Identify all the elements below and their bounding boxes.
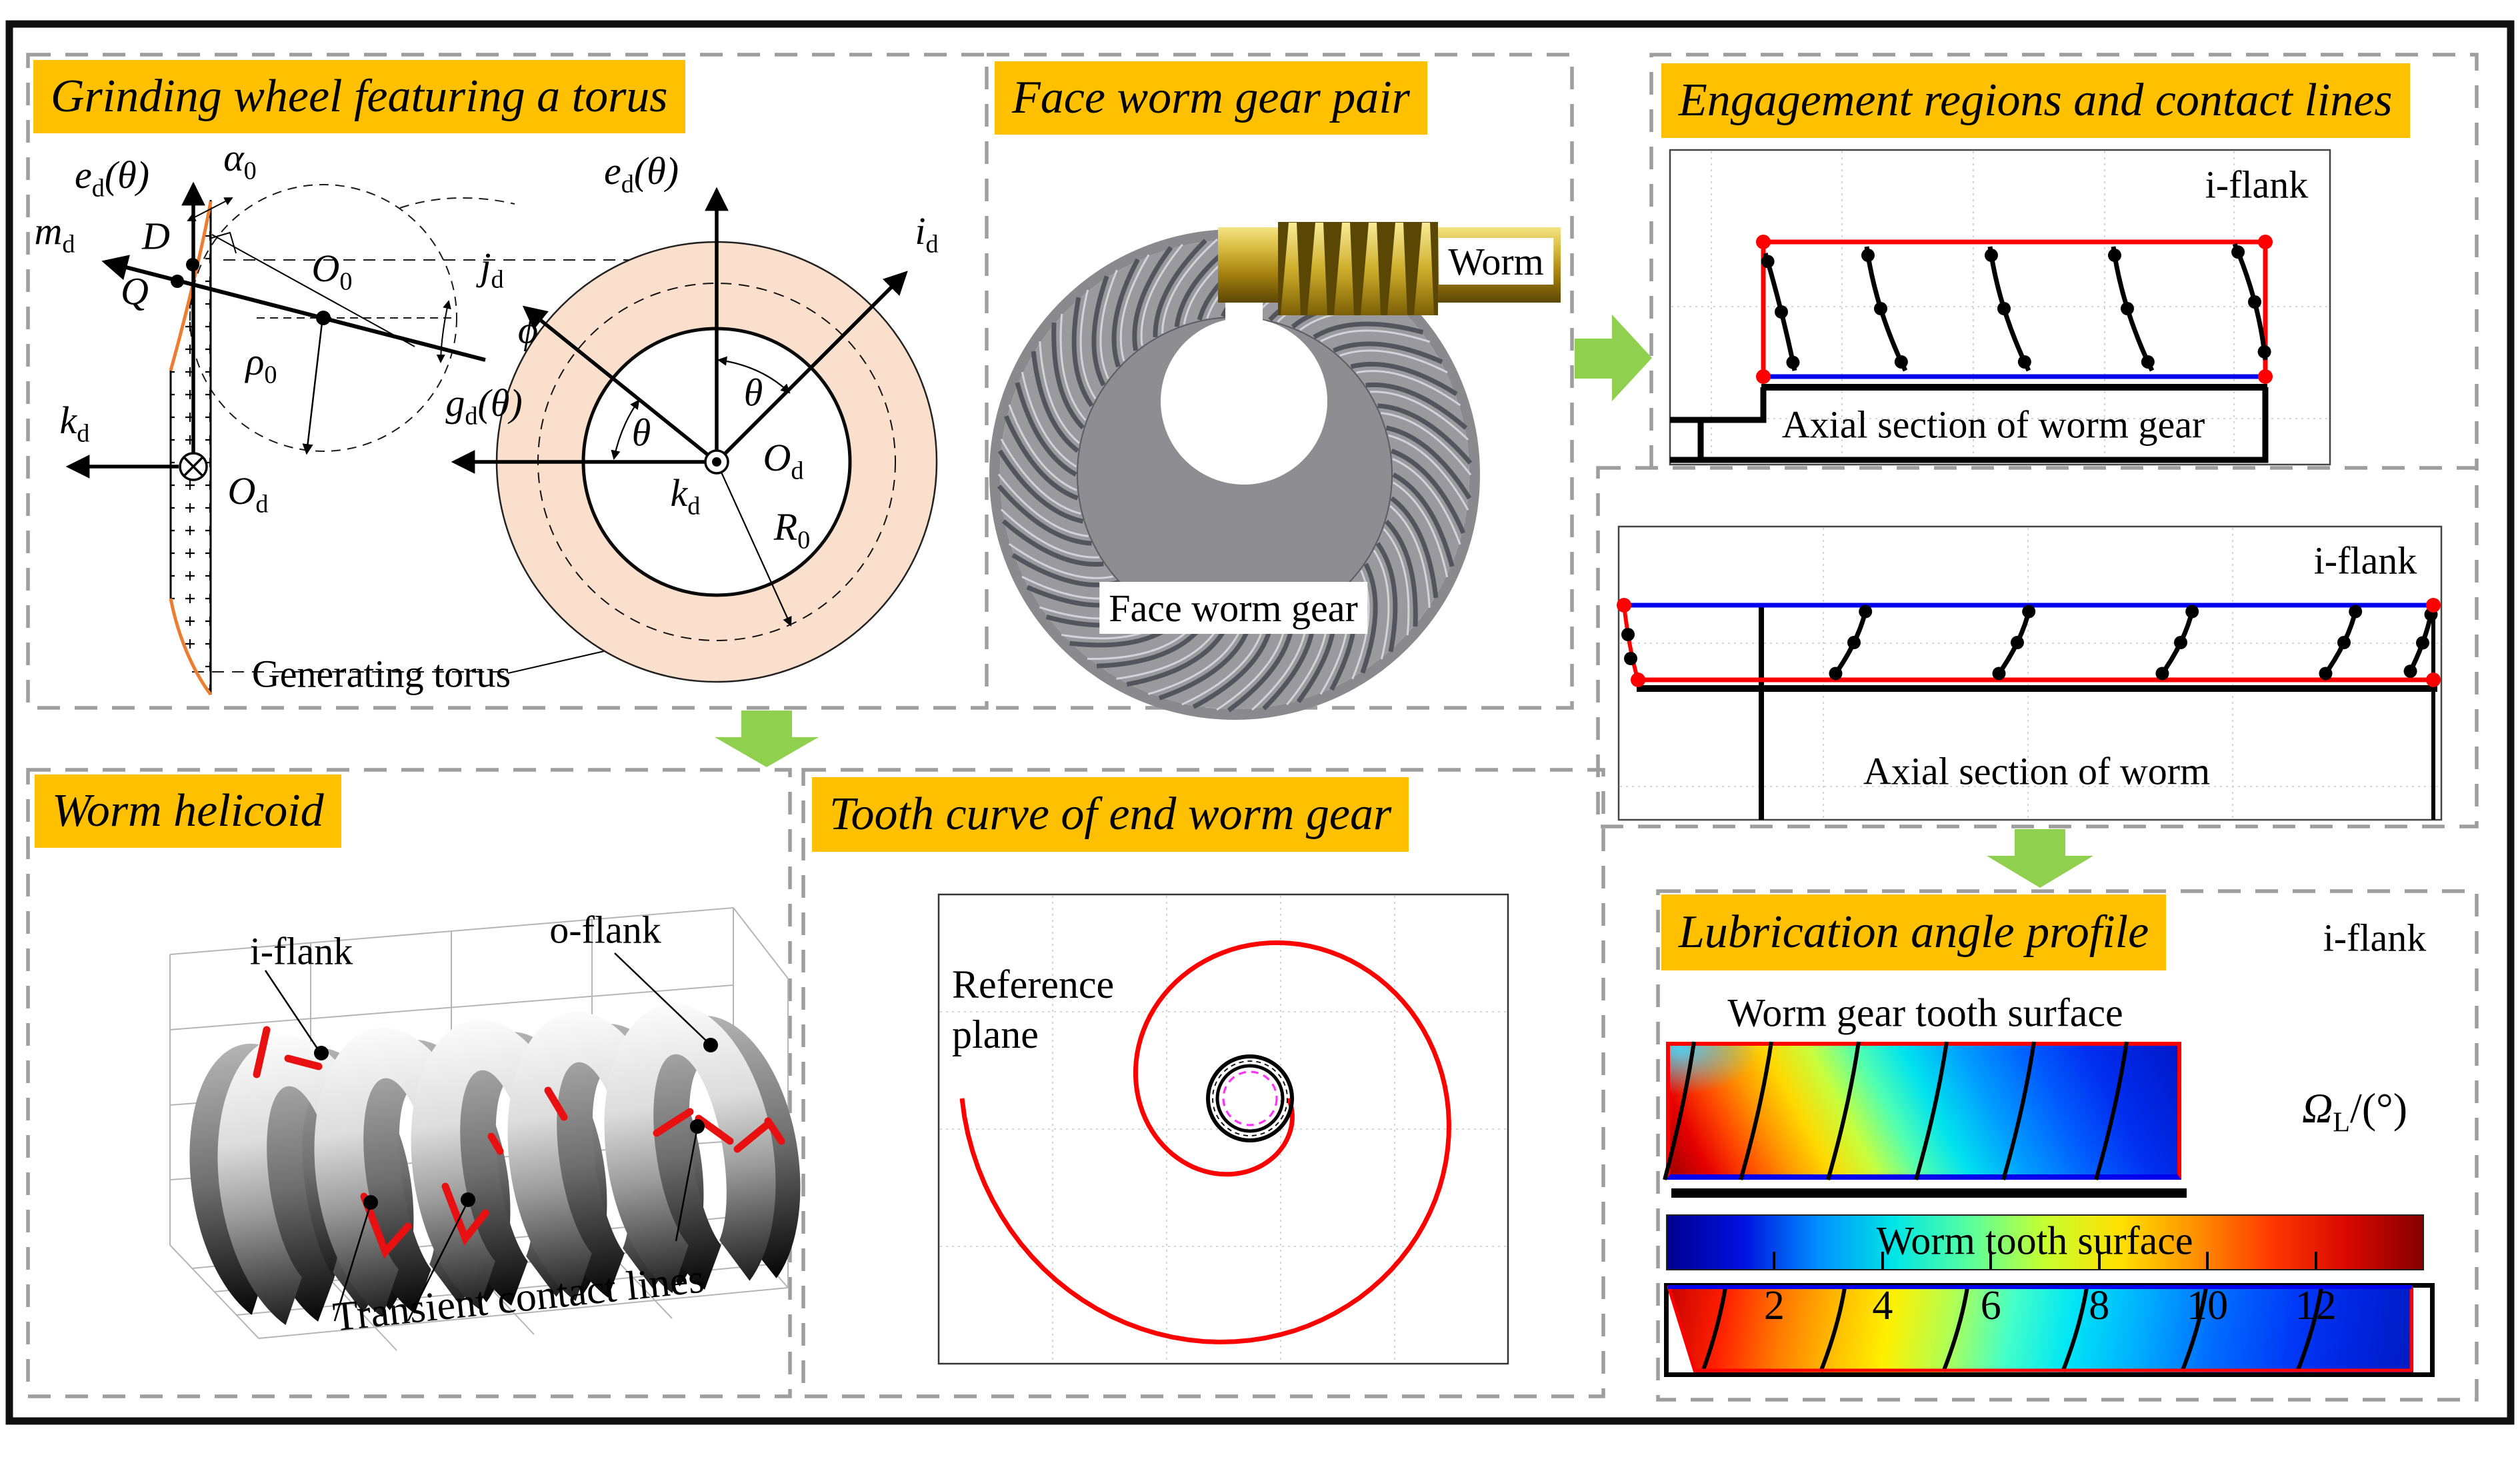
panel-tooth-curve <box>801 768 1605 1398</box>
caption-worm-surface: Worm tooth surface <box>1876 1218 2193 1263</box>
label-o0: O0 <box>311 247 353 296</box>
label-jd: jd <box>480 245 504 294</box>
label-torus-ed: ed(θ) <box>603 149 679 199</box>
worm-illustration <box>1218 222 1561 315</box>
arrow-down-right-icon <box>1987 829 2093 888</box>
label-point-d: D <box>142 214 170 258</box>
colorbar-tick-label: 10 <box>2187 1283 2229 1328</box>
label-reference-plane: Reference plane <box>952 962 1115 1056</box>
title-lubrication: Lubrication angle profile <box>1661 894 2167 970</box>
colorbar-tick <box>2097 1252 2101 1269</box>
label-theta-1: θ <box>743 371 763 415</box>
label-iflank-plot2: i-flank <box>2313 539 2417 583</box>
label-iflank-lubrication: i-flank <box>2323 916 2427 960</box>
panel-engagement <box>1649 53 2479 468</box>
label-r0: R0 <box>773 505 811 555</box>
worm-tooth-heatmap <box>1667 1286 2413 1372</box>
label-md: md <box>34 209 75 259</box>
panel-helicoid <box>26 768 792 1398</box>
arrow-right-icon <box>1575 315 1652 401</box>
label-torus-od: Od <box>763 436 804 485</box>
label-face-worm-gear: Face worm gear <box>1099 582 1367 634</box>
label-worm: Worm <box>1439 238 1553 285</box>
colorbar-tick-label: 8 <box>2089 1283 2110 1328</box>
colorbar-tick <box>1989 1252 1993 1269</box>
colorbar-tick-label: 12 <box>2295 1283 2337 1328</box>
colorbar-tick <box>2314 1252 2317 1269</box>
title-gear-pair: Face worm gear pair <box>995 61 1427 135</box>
label-point-q: Q <box>121 269 149 313</box>
colorbar-tick <box>2206 1252 2209 1269</box>
title-engagement: Engagement regions and contact lines <box>1661 63 2410 138</box>
label-torus-kd: kd <box>670 471 701 521</box>
caption-axial-worm-gear: Axial section of worm gear <box>1781 403 2205 447</box>
heatmap-base-bar <box>1671 1188 2187 1198</box>
caption-worm-gear-surface: Worm gear tooth surface <box>1727 990 2123 1035</box>
colorbar-tick-label: 2 <box>1763 1283 1785 1328</box>
label-iflank-plot1: i-flank <box>2205 163 2309 207</box>
lubrication-overlays <box>1663 1041 2413 1373</box>
label-ed-axis: ed(θ) <box>74 153 150 203</box>
label-gd: gd(θ) <box>445 381 523 431</box>
label-kd: kd <box>59 399 90 448</box>
lubrication-colorbar <box>1666 1214 2424 1270</box>
colorbar-tick <box>1881 1252 1884 1269</box>
panel-engagement-worm <box>1596 466 2479 828</box>
label-omega-colorbar: ΩL/(°) <box>2301 1084 2408 1138</box>
worm-helicoid-plot <box>169 907 801 1351</box>
label-oflank-helicoid: o-flank <box>549 908 661 952</box>
figure-outer-border <box>5 20 2515 1425</box>
label-rho0: ρ0 <box>245 340 277 389</box>
title-tooth-curve: Tooth curve of end worm gear <box>812 777 1409 852</box>
grinding-wheel-diagram <box>65 181 938 696</box>
tooth-spiral-curve <box>959 940 1451 1345</box>
label-od: Od <box>227 469 269 519</box>
arrow-down-left-icon <box>715 711 819 767</box>
caption-axial-worm: Axial section of worm <box>1863 749 2211 793</box>
label-phi: ϕ <box>517 308 539 352</box>
label-id: id <box>915 209 939 259</box>
label-generating-torus: Generating torus <box>251 652 511 696</box>
panel-grinding <box>26 53 989 710</box>
colorbar-tick-label: 6 <box>1980 1283 2001 1328</box>
label-theta-2: θ <box>631 411 651 455</box>
colorbar-tick <box>1773 1252 1776 1269</box>
engagement-plots <box>1617 149 2443 821</box>
colorbar-tick-label: 4 <box>1872 1283 1893 1328</box>
label-iflank-helicoid: i-flank <box>249 929 353 973</box>
panel-lubrication <box>1656 889 2479 1402</box>
transient-contact-lines-marks <box>253 1026 785 1259</box>
title-helicoid: Worm helicoid <box>35 774 341 848</box>
title-grinding: Grinding wheel featuring a torus <box>33 60 685 133</box>
tooth-curve-plot <box>937 893 1509 1365</box>
label-alpha0: α0 <box>223 136 257 185</box>
